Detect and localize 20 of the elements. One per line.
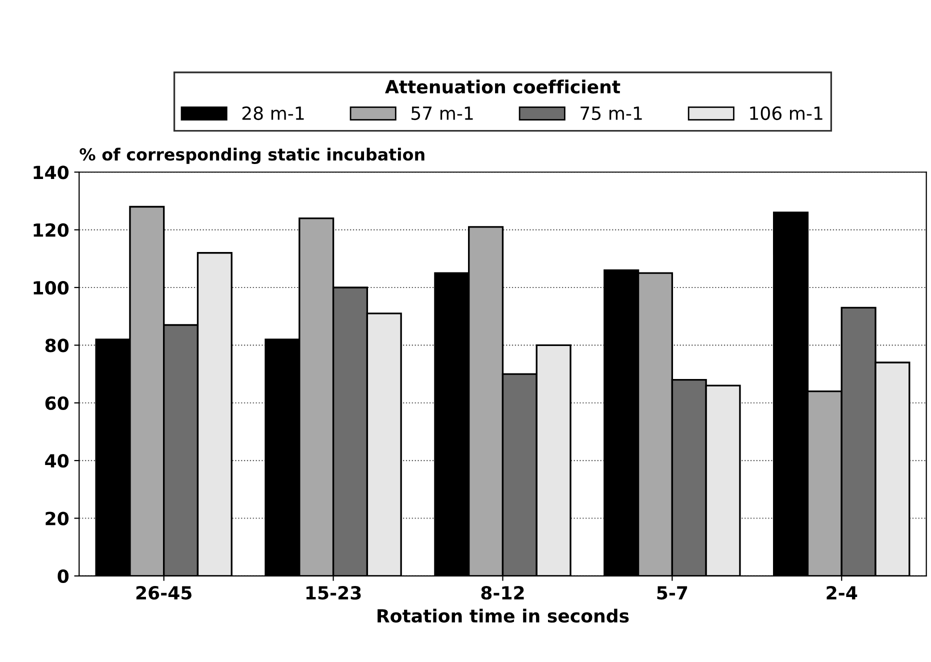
x-tick-label: 5-7 [657,586,688,600]
y-tick-label: 0 [58,569,69,584]
x-tick-label: 8-12 [481,586,524,600]
legend-title: Attenuation coefficient [385,80,620,94]
legend-label: 28 m-1 [242,106,304,120]
y-tick-label: 20 [46,512,69,526]
x-tick-label: 15-23 [306,586,361,600]
x-axis-title: Rotation time in seconds [378,608,629,623]
y-tick-label: 100 [34,280,69,295]
x-tick-label: 26-45 [136,586,192,600]
x-tick-label: 2-4 [826,586,858,600]
y-tick-label: 140 [34,166,69,180]
legend-label: 106 m-1 [750,106,822,120]
y-axis-title: % of corresponding static incubation [80,148,424,164]
y-tick-label: 40 [45,454,69,468]
y-tick-label: 80 [45,338,69,352]
legend-label: 57 m-1 [412,106,473,120]
legend-label: 75 m-1 [580,106,642,120]
y-tick-label: 60 [45,396,69,410]
y-tick-label: 120 [34,223,69,237]
